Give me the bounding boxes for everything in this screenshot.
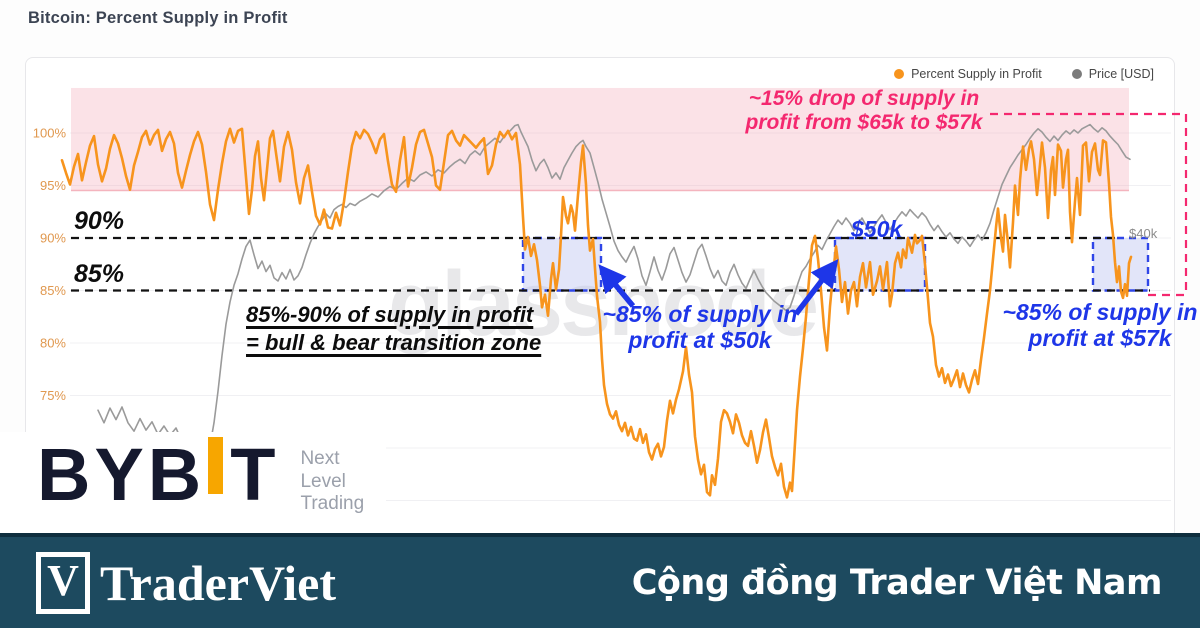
note-85pct-50k: ~85% of supply in profit at $50k	[598, 301, 802, 353]
legend-label-supply: Percent Supply in Profit	[911, 67, 1042, 81]
note-supply-drop: ~15% drop of supply in profit from $65k …	[733, 87, 995, 135]
traderviet-banner: V TraderViet Cộng đồng Trader Việt Nam	[0, 533, 1200, 628]
price-tag-40k: $40k	[1129, 226, 1158, 241]
community-title: Cộng đồng Trader Việt Nam	[631, 562, 1163, 603]
legend-label-price: Price [USD]	[1088, 67, 1154, 81]
bybit-letters-byb: BYB	[37, 433, 206, 516]
note-transition-zone-line1: 85%-90% of supply in profit	[246, 302, 534, 327]
bybit-logo-overlay: BYB T Next Level Trading	[0, 432, 386, 536]
note-transition-zone: 85%-90% of supply in profit = bull & bea…	[246, 301, 546, 356]
legend-item-supply: Percent Supply in Profit	[894, 67, 1042, 81]
traderviet-v-letter: V	[47, 555, 79, 605]
level-label-90: 90%	[74, 207, 125, 235]
bybit-wordmark: BYB T	[37, 433, 280, 516]
bybit-i-bar-icon	[208, 437, 224, 494]
note-85pct-57k: ~85% of supply in profit at $57k	[1002, 299, 1198, 351]
level-label-85: 85%	[74, 260, 125, 288]
legend-item-price: Price [USD]	[1071, 67, 1154, 81]
bybit-tagline-line3: Trading	[300, 493, 365, 514]
page-title: Bitcoin: Percent Supply in Profit	[28, 9, 288, 27]
note-supply-drop-line1: ~15% drop of supply in	[748, 87, 980, 110]
note-85pct-50k-line2: profit at $50k	[628, 327, 772, 353]
traderviet-v-logo-icon: V	[36, 551, 90, 614]
note-85pct-50k-line1: ~85% of supply in	[602, 301, 798, 327]
bybit-tagline-line1: Next	[300, 448, 340, 469]
note-supply-drop-line2: profit from $65k to $57k	[745, 111, 983, 134]
gray-dot-icon	[1071, 69, 1082, 79]
bybit-tagline-line2: Level	[300, 470, 346, 492]
bybit-tagline: Next Level Trading	[300, 448, 364, 516]
traderviet-wordmark: TraderViet	[100, 554, 337, 611]
note-transition-zone-line2: = bull & bear transition zone	[246, 329, 542, 355]
bybit-letter-t: T	[230, 433, 280, 516]
price-tag-50k: $50k	[851, 216, 903, 242]
note-85pct-57k-line2: profit at $57k	[1028, 325, 1172, 351]
orange-dot-icon	[894, 69, 905, 79]
chart-legend: Percent Supply in Profit Price [USD]	[894, 67, 1154, 81]
note-85pct-57k-line1: ~85% of supply in	[1002, 299, 1198, 325]
